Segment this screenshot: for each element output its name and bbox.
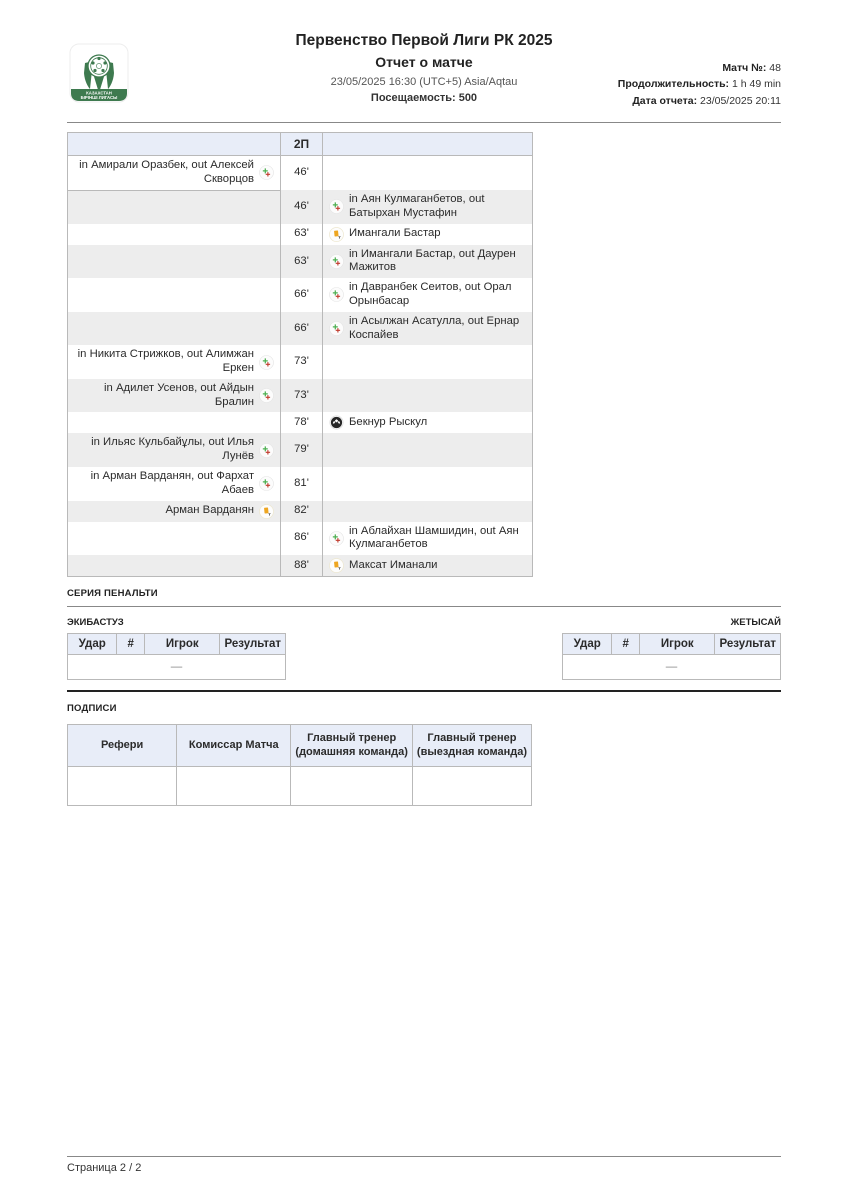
svg-text:БІРІНШІ ЛИГАСЫ: БІРІНШІ ЛИГАСЫ <box>81 95 118 100</box>
